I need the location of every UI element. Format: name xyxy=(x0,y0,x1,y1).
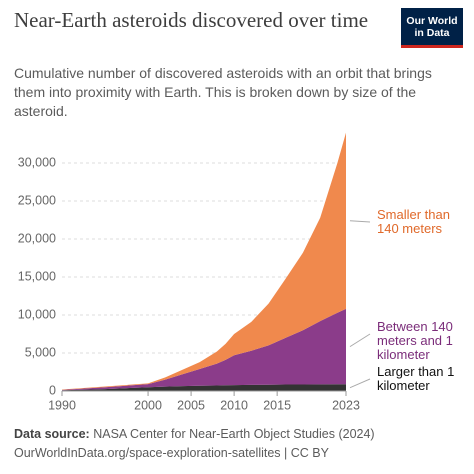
area xyxy=(62,384,346,391)
series-label: Between 140 meters and 1 kilometer xyxy=(377,319,453,362)
source: Data source: NASA Center for Near-Earth … xyxy=(14,427,375,441)
source-url[interactable]: OurWorldInData.org/space-exploration-sat… xyxy=(14,446,329,460)
series-label: Smaller than 140 meters xyxy=(377,207,450,236)
subtitle: Cumulative number of discovered asteroid… xyxy=(14,65,432,119)
x-tick-label: 1990 xyxy=(48,398,76,412)
label-connector xyxy=(349,378,371,389)
x-tick-label: 2023 xyxy=(332,398,360,412)
y-tick-label: 30,000 xyxy=(18,155,56,169)
x-tick-label: 2010 xyxy=(220,398,248,412)
x-tick-label: 2005 xyxy=(177,398,205,412)
y-tick-label: 5,000 xyxy=(25,345,56,359)
logo[interactable]: Our World in Data xyxy=(401,8,463,48)
label-connector xyxy=(349,333,371,348)
source-text: NASA Center for Near-Earth Object Studie… xyxy=(93,427,375,441)
title: Near-Earth asteroids discovered over tim… xyxy=(14,8,369,32)
y-tick-label: 0 xyxy=(49,383,56,397)
y-tick-label: 15,000 xyxy=(18,269,56,283)
x-tick-label: 2000 xyxy=(134,398,162,412)
label-connector xyxy=(349,220,371,223)
area xyxy=(62,132,346,390)
y-tick-label: 10,000 xyxy=(18,307,56,321)
x-tick-label: 2015 xyxy=(263,398,291,412)
series-label: Larger than 1 kilometer xyxy=(377,364,455,393)
source-label: Data source: xyxy=(14,427,90,441)
area xyxy=(62,308,346,391)
y-tick-label: 25,000 xyxy=(18,193,56,207)
y-tick-label: 20,000 xyxy=(18,231,56,245)
